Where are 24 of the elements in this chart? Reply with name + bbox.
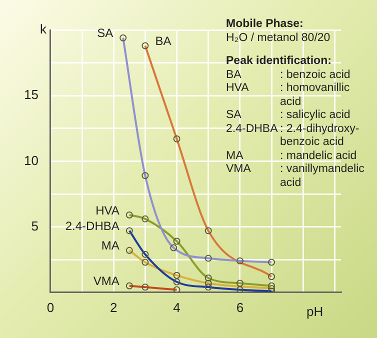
chart-subtitle: H₂O / metanol 80/20 <box>226 32 332 45</box>
text: BA : benzoic acid <box>226 68 350 80</box>
x-tick-label: 6 <box>236 300 244 315</box>
y-tick-label: 5 <box>31 218 38 234</box>
text: VMA : vanillymandelic acid <box>226 163 364 188</box>
series-label: BA <box>155 34 172 48</box>
text: SA : salicylic acid <box>226 109 350 121</box>
series-label: HVA <box>96 203 120 218</box>
series-label: VMA <box>93 274 120 288</box>
text: HVA : homovanillic acid <box>226 82 350 108</box>
y-axis-title: k <box>40 22 47 37</box>
series-label: MA <box>101 238 120 253</box>
y-tick-label: 15 <box>24 87 38 102</box>
annotation: 2.4-DHBA : 2.4-dihydroxy-benzoic acid <box>226 122 360 150</box>
y-tick-label: 10 <box>24 152 38 168</box>
chart-title: Mobile Phase: <box>226 18 304 32</box>
text: MA : mandelic acid <box>226 150 357 162</box>
x-axis-title: pH <box>306 304 324 319</box>
x-tick-label: 4 <box>173 300 180 315</box>
series-label: SA <box>97 26 114 40</box>
series-label: 2.4-DHBA <box>65 219 120 234</box>
x-tick-label: 0 <box>46 300 54 315</box>
x-tick-label: 2 <box>110 300 118 315</box>
annotation: Peak identification: <box>226 55 332 68</box>
